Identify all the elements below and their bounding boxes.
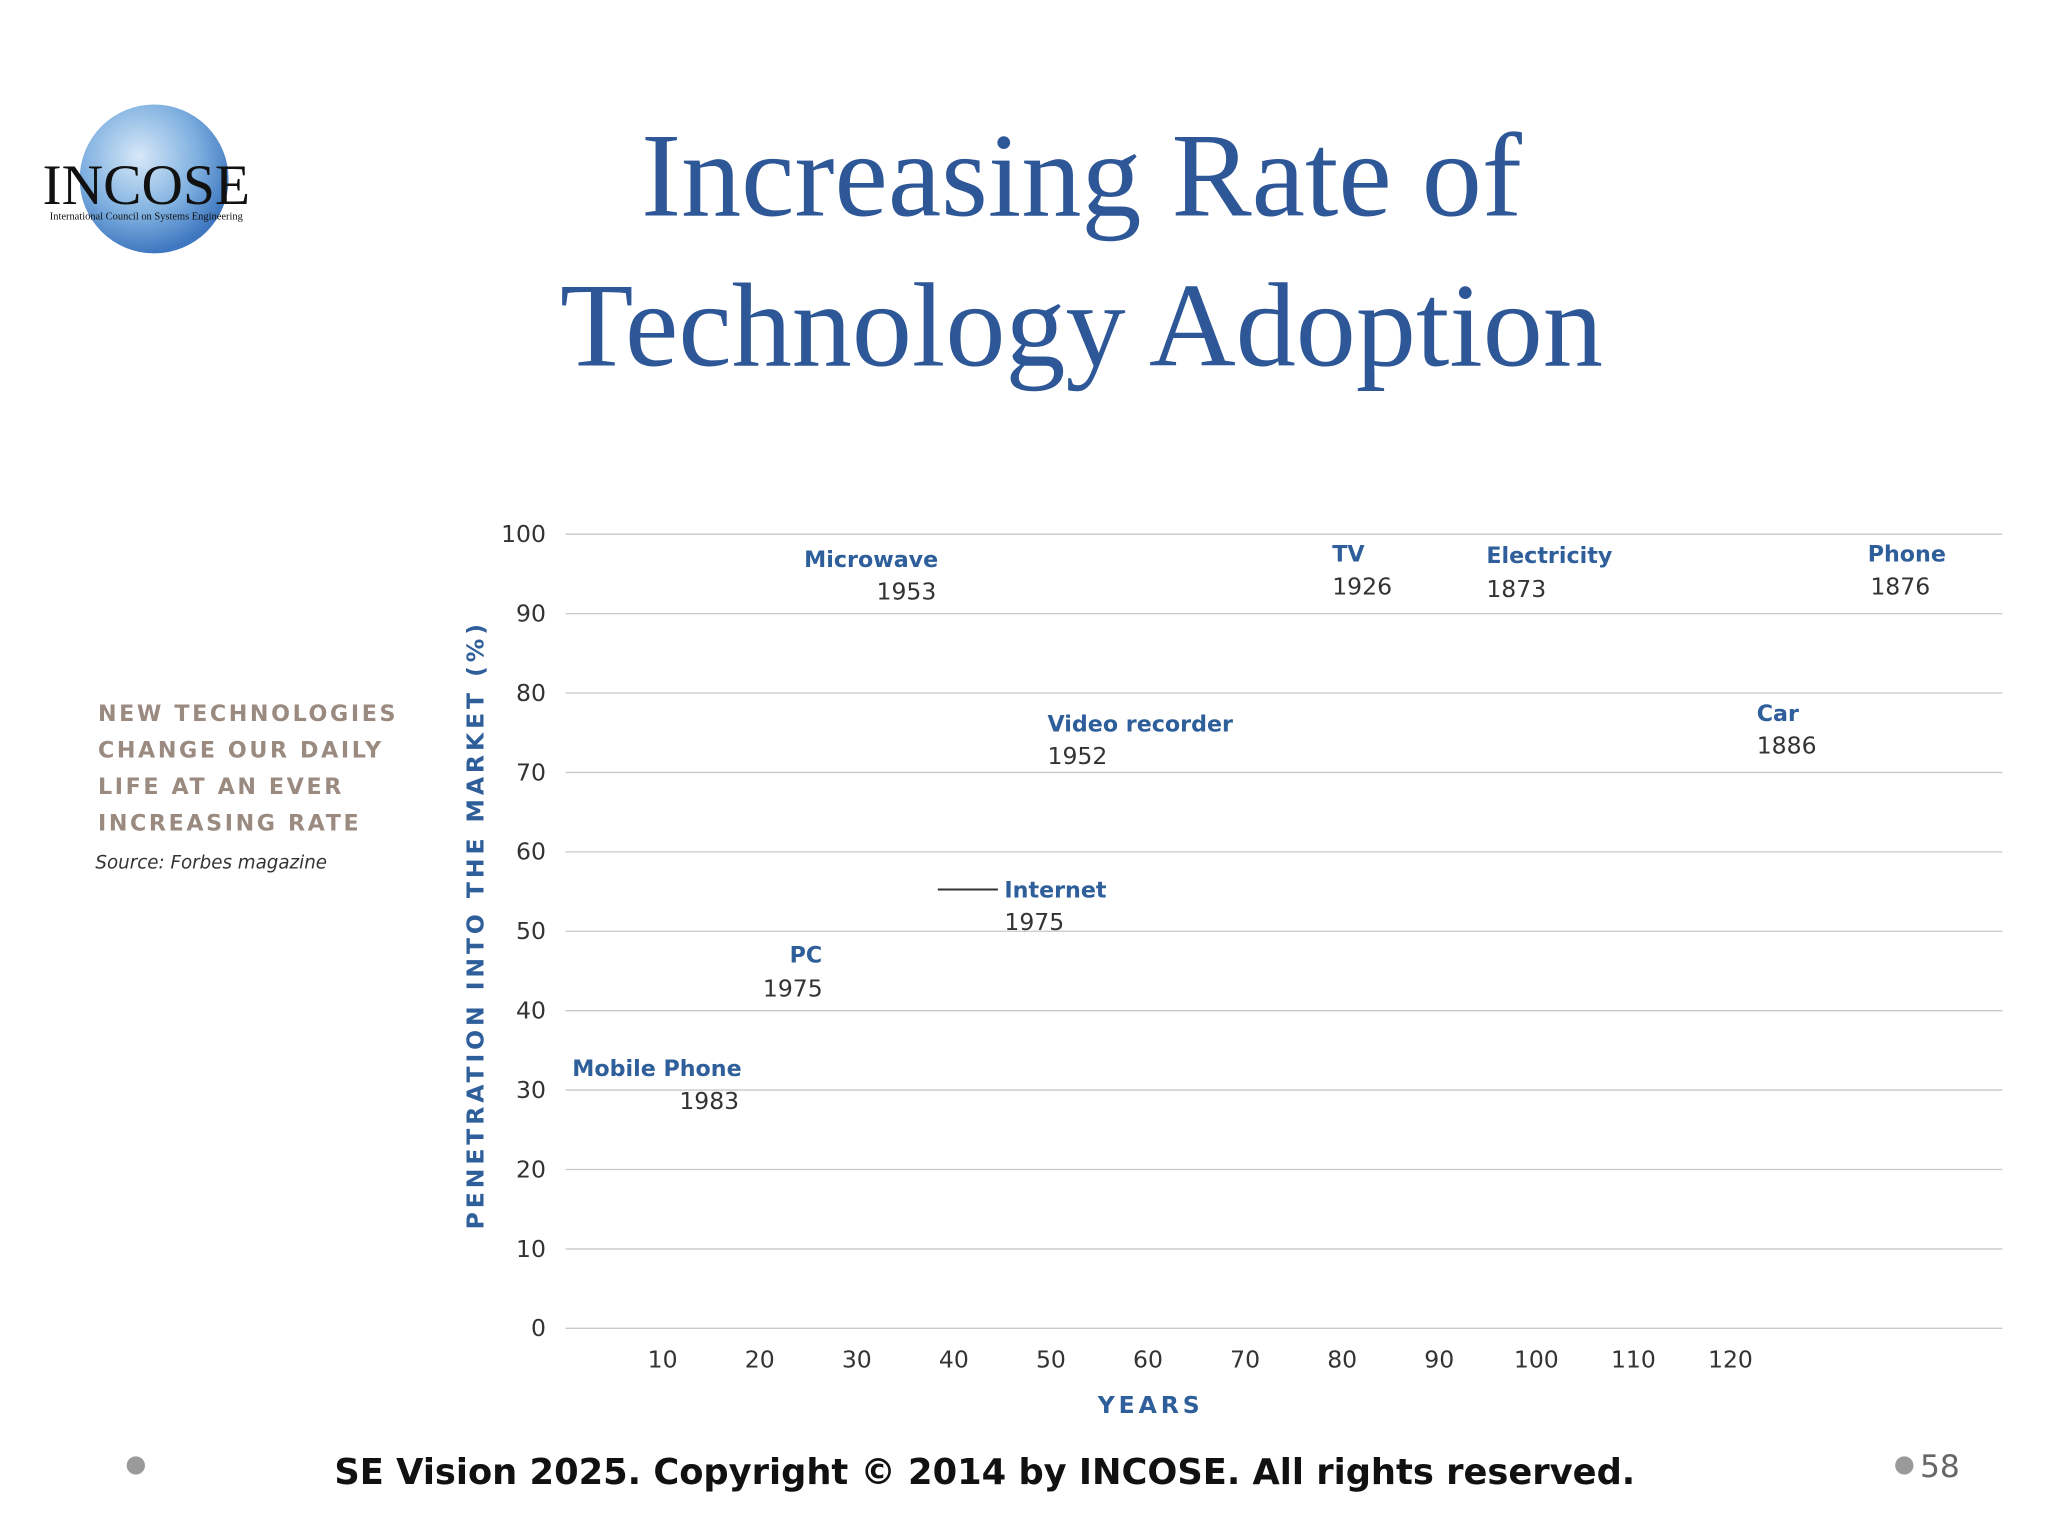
- x-tick-label: 90: [1424, 1346, 1454, 1374]
- y-tick-label: 60: [516, 838, 546, 866]
- x-axis-title: YEARS: [1097, 1391, 1204, 1419]
- series-year: 1873: [1486, 575, 1546, 603]
- series-name: Microwave: [804, 547, 938, 573]
- x-tick-label: 20: [745, 1346, 775, 1374]
- x-tick-label: 30: [842, 1346, 872, 1374]
- x-tick-label: 110: [1611, 1346, 1656, 1374]
- series-name: PC: [790, 943, 823, 969]
- x-tick-label: 70: [1230, 1346, 1260, 1374]
- x-tick-label: 80: [1327, 1346, 1357, 1374]
- y-tick-label: 0: [531, 1314, 546, 1342]
- y-tick-label: 80: [516, 679, 546, 707]
- bullet: [1895, 1456, 1914, 1475]
- logo-subtitle: International Council on Systems Enginee…: [50, 211, 244, 222]
- y-tick-label: 30: [516, 1076, 546, 1104]
- x-tick-label: 100: [1514, 1346, 1559, 1374]
- y-axis-title: PENETRATION INTO THE MARKET (%): [461, 620, 489, 1229]
- footer: SE Vision 2025. Copyright © 2014 by INCO…: [334, 1452, 1635, 1493]
- side-note: CHANGE OUR DAILY: [98, 738, 384, 764]
- logo-globe: [79, 104, 229, 254]
- page-number: 58: [1920, 1449, 1960, 1485]
- series-name: Internet: [1004, 877, 1106, 903]
- series-year: 1975: [1004, 908, 1064, 936]
- series-name: Phone: [1868, 542, 1946, 568]
- x-tick-label: 120: [1708, 1346, 1753, 1374]
- series-name: Video recorder: [1048, 711, 1234, 737]
- series-year: 1886: [1757, 732, 1817, 760]
- series-year: 1953: [877, 578, 937, 606]
- y-tick-label: 10: [516, 1235, 546, 1263]
- series-year: 1952: [1048, 742, 1108, 770]
- side-note: NEW TECHNOLOGIES: [98, 701, 398, 727]
- x-tick-label: 40: [939, 1346, 969, 1374]
- y-tick-label: 20: [516, 1155, 546, 1183]
- y-tick-label: 100: [501, 520, 546, 548]
- title-line: Technology Adoption: [560, 259, 1603, 392]
- bullet: [126, 1456, 145, 1475]
- title-line: Increasing Rate of: [641, 109, 1523, 242]
- side-note: LIFE AT AN EVER: [98, 774, 344, 800]
- y-tick-label: 50: [516, 917, 546, 945]
- logo-name: INCOSE: [43, 154, 250, 217]
- x-tick-label: 60: [1133, 1346, 1163, 1374]
- series-name: Electricity: [1486, 543, 1612, 569]
- y-tick-label: 90: [516, 599, 546, 627]
- x-tick-label: 10: [648, 1346, 678, 1374]
- series-name: TV: [1332, 542, 1365, 568]
- side-note: INCREASING RATE: [98, 811, 361, 837]
- logo: INCOSE International Council on Systems …: [43, 104, 250, 254]
- series-year: 1975: [763, 975, 823, 1003]
- series-name: Car: [1757, 701, 1799, 727]
- y-tick-label: 70: [516, 758, 546, 786]
- series-name: Mobile Phone: [572, 1056, 741, 1082]
- y-tick-label: 40: [516, 997, 546, 1025]
- x-tick-label: 50: [1036, 1346, 1066, 1374]
- series-year: 1926: [1332, 572, 1392, 600]
- plot: 0 10 20 30 40 50 60 70 80 90 100 10 20 30 40 50 60 70 80 90…: [501, 520, 2003, 1374]
- source: Source: Forbes magazine: [95, 853, 327, 874]
- series-year: 1983: [679, 1087, 739, 1115]
- series-year: 1876: [1870, 572, 1930, 600]
